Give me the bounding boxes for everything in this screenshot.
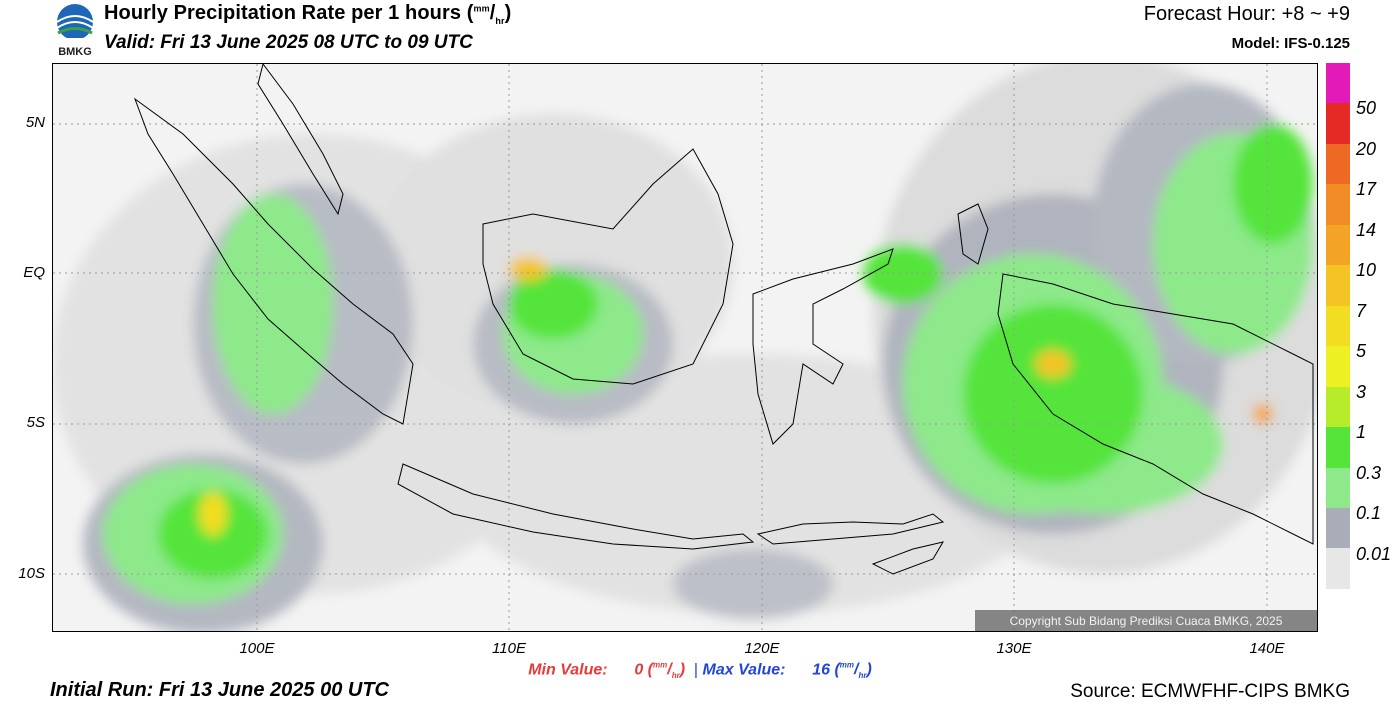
title-text: Hourly Precipitation Rate per 1 hours	[104, 2, 462, 24]
colorbar-segment	[1326, 265, 1350, 306]
copyright-notice: Copyright Sub Bidang Prediksi Cuaca BMKG…	[975, 610, 1317, 631]
max-label: Max Value:	[702, 661, 786, 679]
coastlines	[133, 64, 1314, 575]
min-value: 0	[634, 661, 644, 679]
max-unit-den: hr	[858, 671, 867, 681]
precip-field	[53, 64, 1317, 631]
lon-label-120e: 120E	[744, 640, 780, 657]
title-unit-num: mm	[473, 3, 490, 14]
min-label: Min Value:	[528, 661, 608, 679]
colorbar-label: 1	[1356, 422, 1367, 443]
forecast-hour: Forecast Hour: +8 ~ +9	[1143, 3, 1350, 25]
lon-label-130e: 130E	[996, 640, 1032, 657]
colorbar-label: 50	[1356, 98, 1377, 119]
colorbar-label: 5	[1356, 341, 1367, 362]
title-unit-den: hr	[495, 16, 505, 26]
colorbar-label: 0.01	[1356, 543, 1392, 564]
halmahera-coast	[957, 203, 989, 265]
colorbar-segment	[1326, 548, 1350, 589]
borneo-coast	[482, 148, 734, 385]
colorbar-label: 14	[1356, 219, 1377, 240]
colorbar-segment	[1326, 63, 1350, 104]
lat-label-5s: 5S	[26, 414, 45, 431]
colorbar-label: 10	[1356, 260, 1377, 281]
lat-label-eq: EQ	[23, 264, 45, 281]
lat-label-10s: 10S	[18, 565, 45, 582]
lon-label-110e: 110E	[492, 640, 526, 657]
precipitation-colorbar	[1326, 63, 1350, 589]
map-canvas	[53, 64, 1317, 631]
min-unit-den: hr	[671, 671, 680, 681]
sulawesi-coast	[752, 248, 894, 445]
sumatra-coast	[133, 97, 414, 425]
valid-time: Valid: Fri 13 June 2025 08 UTC to 09 UTC	[104, 32, 473, 53]
lon-label-140e: 140E	[1249, 640, 1285, 657]
min-unit-num: mm	[653, 661, 668, 670]
colorbar-segment	[1326, 184, 1350, 225]
colorbar-segment	[1326, 103, 1350, 144]
papua-coast	[997, 273, 1314, 545]
min-max-separator: |	[693, 661, 699, 679]
max-value: 16	[812, 661, 830, 679]
colorbar-segment	[1326, 427, 1350, 468]
colorbar-label: 17	[1356, 179, 1377, 200]
colorbar-label: 3	[1356, 381, 1367, 402]
precipitation-map: Copyright Sub Bidang Prediksi Cuaca BMKG…	[52, 63, 1318, 632]
graticule	[53, 64, 1317, 631]
malay-peninsula-coast	[257, 64, 344, 216]
colorbar-label: 7	[1356, 300, 1367, 321]
colorbar-segment	[1326, 507, 1350, 549]
colorbar-label: 20	[1356, 138, 1377, 159]
colorbar-label: 0.1	[1356, 503, 1382, 524]
max-unit-num: mm	[839, 661, 855, 670]
logo-text: BMKG	[58, 46, 92, 58]
colorbar-segment	[1326, 143, 1350, 185]
colorbar-segment	[1326, 305, 1350, 347]
chart-title: Hourly Precipitation Rate per 1 hours (m…	[104, 2, 512, 26]
min-max-values: Min Value: 0 (mm/hr) | Max Value: 16 (mm…	[528, 661, 872, 681]
initial-run: Initial Run: Fri 13 June 2025 00 UTC	[50, 679, 389, 701]
colorbar-segment	[1326, 224, 1350, 266]
lat-label-5n: 5N	[25, 114, 45, 131]
model-name: Model: IFS-0.125	[1231, 35, 1350, 52]
colorbar-segment	[1326, 467, 1350, 508]
java-coast	[397, 463, 755, 550]
colorbar-segment	[1326, 346, 1350, 387]
timor-coast	[871, 541, 945, 575]
nusa-tenggara-coast	[756, 513, 945, 545]
colorbar-label: 0.3	[1356, 462, 1382, 483]
data-source: Source: ECMWFHF-CIPS BMKG	[1070, 681, 1350, 702]
lon-label-100e: 100E	[239, 640, 275, 657]
colorbar-segment	[1326, 386, 1350, 428]
bmkg-logo	[56, 4, 94, 44]
